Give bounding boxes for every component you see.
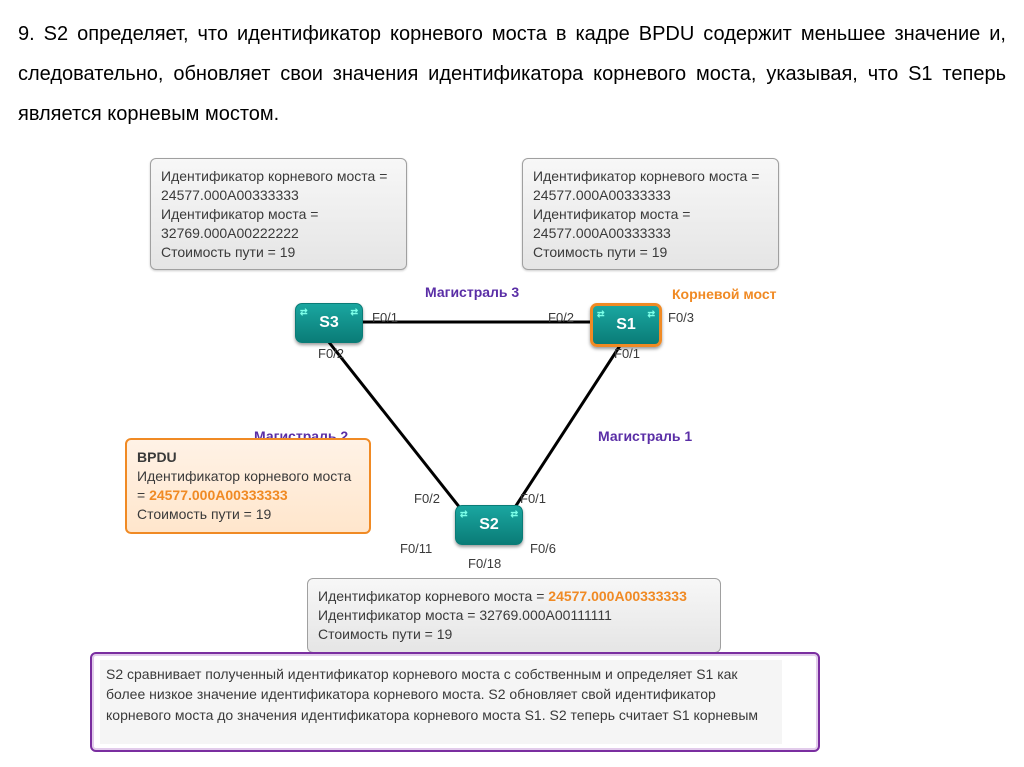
s3-root-id-label: Идентификатор корневого моста =: [161, 167, 396, 186]
port-s1-f01: F0/1: [614, 346, 640, 361]
s2-bridge-id: Идентификатор моста = 32769.000A00111111: [318, 606, 710, 625]
switch-s2-label: S2: [479, 516, 499, 534]
port-s1-f02: F0/2: [548, 310, 574, 325]
switch-s1-root: ⇄⇄ S1: [590, 303, 662, 347]
port-s2-f011: F0/11: [400, 541, 432, 556]
explanation-text: S2 сравнивает полученный идентификатор к…: [106, 666, 758, 723]
s3-info-box: Идентификатор корневого моста = 24577.00…: [150, 158, 407, 270]
intro-paragraph: 9. S2 определяет, что идентификатор корн…: [18, 14, 1006, 134]
bpdu-title: BPDU: [137, 448, 359, 467]
s2-info-box: Идентификатор корневого моста = 24577.00…: [307, 578, 721, 653]
s2-root-id-label: Идентификатор корневого моста =: [318, 588, 548, 604]
switch-s3: ⇄⇄ S3: [295, 303, 363, 343]
s2-root-id-value: 24577.000A00333333: [548, 588, 687, 604]
s3-path-cost: Стоимость пути = 19: [161, 243, 396, 262]
switch-arrows-icon: ⇄⇄: [597, 309, 655, 318]
trunk-3-label: Магистраль 3: [425, 284, 519, 300]
explanation-panel: S2 сравнивает полученный идентификатор к…: [90, 652, 820, 752]
s2-root-id-line: Идентификатор корневого моста = 24577.00…: [318, 587, 710, 606]
s1-info-box: Идентификатор корневого моста = 24577.00…: [522, 158, 779, 270]
port-s2-f06: F0/6: [530, 541, 556, 556]
switch-s3-label: S3: [319, 314, 339, 332]
trunk-1-label: Магистраль 1: [598, 428, 692, 444]
port-s3-f01: F0/1: [372, 310, 398, 325]
switch-arrows-icon: ⇄⇄: [460, 509, 518, 518]
port-s3-f02: F0/2: [318, 346, 344, 361]
s1-root-id-value: 24577.000A00333333: [533, 186, 768, 205]
port-s1-f03: F0/3: [668, 310, 694, 325]
bpdu-box: BPDU Идентификатор корневого моста = 245…: [125, 438, 371, 534]
switch-s2: ⇄⇄ S2: [455, 505, 523, 545]
s1-bridge-id-value: 24577.000A00333333: [533, 224, 768, 243]
port-s2-f018: F0/18: [468, 556, 501, 571]
switch-arrows-icon: ⇄⇄: [300, 307, 358, 316]
port-s2-f02: F0/2: [414, 491, 440, 506]
s2-path-cost: Стоимость пути = 19: [318, 625, 710, 644]
bpdu-eq: =: [137, 487, 149, 503]
explanation-scroll[interactable]: S2 сравнивает полученный идентификатор к…: [100, 660, 782, 744]
s3-root-id-value: 24577.000A00333333: [161, 186, 396, 205]
root-bridge-label: Корневой мост: [672, 286, 777, 302]
bpdu-root-id-line: = 24577.000A00333333: [137, 486, 359, 505]
network-diagram: Идентификатор корневого моста = 24577.00…: [120, 158, 900, 758]
s1-bridge-id-label: Идентификатор моста =: [533, 205, 768, 224]
bpdu-root-id-value: 24577.000A00333333: [149, 487, 288, 503]
s3-bridge-id-label: Идентификатор моста =: [161, 205, 396, 224]
s1-root-id-label: Идентификатор корневого моста =: [533, 167, 768, 186]
s3-bridge-id-value: 32769.000A00222222: [161, 224, 396, 243]
port-s2-f01: F0/1: [520, 491, 546, 506]
switch-s1-label: S1: [616, 316, 636, 334]
s1-path-cost: Стоимость пути = 19: [533, 243, 768, 262]
bpdu-root-id-label: Идентификатор корневого моста: [137, 467, 359, 486]
bpdu-path-cost: Стоимость пути = 19: [137, 505, 359, 524]
